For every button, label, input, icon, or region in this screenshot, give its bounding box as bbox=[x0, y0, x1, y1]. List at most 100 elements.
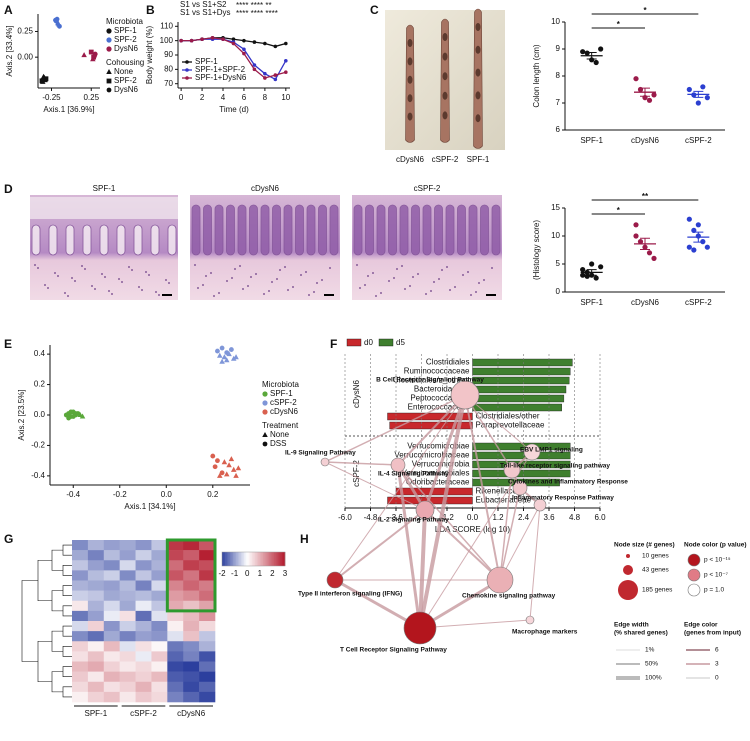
nucleus bbox=[396, 268, 398, 270]
crypt bbox=[306, 204, 316, 256]
x-tick-label: 4 bbox=[221, 93, 226, 102]
heatmap-cell bbox=[119, 560, 136, 571]
colorbar-step bbox=[237, 552, 240, 566]
network-edge bbox=[324, 461, 426, 511]
x-tick-label: -4.8 bbox=[364, 513, 378, 522]
legend-label: SPF-1 bbox=[270, 389, 293, 398]
pellet bbox=[475, 68, 481, 77]
line-point bbox=[242, 38, 246, 43]
dendrogram-branch bbox=[37, 640, 52, 683]
network-node-label: T Cell Receptor Signaling Pathway bbox=[340, 647, 447, 654]
colorbar-tick-label: -1 bbox=[231, 569, 239, 578]
network-edge bbox=[419, 451, 533, 629]
heatmap-cell bbox=[135, 550, 152, 561]
nucleus bbox=[250, 276, 252, 278]
group-label: cSPF-2 bbox=[352, 460, 361, 487]
heatmap-cell bbox=[151, 590, 168, 602]
heatmap-cell bbox=[199, 590, 216, 602]
nucleus bbox=[205, 275, 207, 277]
legend-marker bbox=[262, 409, 268, 415]
panel-letter: G bbox=[4, 532, 13, 546]
colorbar-step bbox=[270, 552, 273, 566]
panel-letter: F bbox=[330, 337, 337, 351]
point bbox=[223, 471, 230, 477]
nucleus bbox=[483, 279, 485, 281]
nucleus bbox=[321, 279, 323, 281]
histology-title: cDysN6 bbox=[251, 184, 280, 193]
point bbox=[589, 261, 595, 267]
heatmap-cell bbox=[183, 550, 200, 561]
colorbar-step bbox=[251, 552, 254, 566]
point bbox=[633, 233, 639, 239]
legend-node-size bbox=[626, 554, 630, 558]
legend-marker bbox=[106, 46, 112, 52]
heatmap-cell bbox=[167, 570, 184, 581]
heatmap-cell bbox=[199, 560, 216, 571]
legend-label: SPF-2 bbox=[114, 76, 137, 85]
legend-marker bbox=[106, 28, 112, 34]
crypt bbox=[283, 204, 293, 256]
dendrogram-branch bbox=[37, 559, 52, 602]
colon bbox=[473, 8, 483, 149]
colorbar-step bbox=[278, 552, 281, 566]
colorbar-step bbox=[240, 552, 243, 566]
heatmap-cell bbox=[167, 681, 184, 693]
crypt bbox=[31, 224, 41, 256]
nucleus bbox=[145, 271, 147, 273]
point bbox=[221, 459, 228, 465]
heatmap-cell bbox=[167, 550, 184, 561]
point bbox=[88, 49, 94, 55]
legend-label: 6 bbox=[715, 647, 719, 654]
legend-label: 10 genes bbox=[642, 553, 669, 560]
error-bar bbox=[693, 231, 704, 243]
error-bar bbox=[693, 90, 704, 98]
heatmap-cell bbox=[167, 631, 184, 642]
colorbar-step bbox=[267, 552, 270, 566]
heatmap-cell bbox=[72, 540, 89, 551]
heatmap-cell bbox=[103, 580, 120, 591]
legend-marker bbox=[106, 87, 112, 93]
legend-node-size bbox=[618, 580, 638, 600]
nucleus bbox=[64, 292, 66, 294]
nucleus bbox=[388, 280, 390, 282]
colorbar-step bbox=[256, 552, 259, 566]
nucleus bbox=[393, 277, 395, 279]
nucleus bbox=[108, 290, 110, 292]
heatmap-cell bbox=[183, 651, 200, 662]
line-point bbox=[284, 41, 288, 46]
x-tick-label: SPF-1 bbox=[580, 136, 603, 145]
nucleus bbox=[430, 290, 432, 292]
nucleus bbox=[111, 293, 113, 295]
crypt bbox=[226, 204, 235, 256]
heatmap-cell bbox=[135, 641, 152, 652]
nucleus bbox=[470, 294, 472, 296]
bar bbox=[472, 385, 567, 394]
network-edge bbox=[334, 509, 426, 581]
dendrogram-branch bbox=[51, 630, 63, 652]
x-axis-label: Axis.1 [34.1%] bbox=[124, 502, 175, 511]
heatmap-cell bbox=[183, 600, 200, 612]
legend-title: Node color (p value) bbox=[684, 542, 746, 549]
network-node-label: EBV LMP1 signaling bbox=[520, 447, 583, 454]
x-tick-label: 2.4 bbox=[518, 513, 530, 522]
x-tick-label: -3.6 bbox=[389, 513, 403, 522]
heatmap-cell bbox=[87, 681, 105, 693]
network-node bbox=[450, 380, 480, 410]
heatmap-cell bbox=[199, 681, 216, 693]
heatmap-cell bbox=[151, 671, 168, 683]
legend-marker bbox=[106, 69, 112, 75]
error-bar bbox=[586, 52, 597, 60]
crypt bbox=[65, 224, 75, 256]
category-label: Clostridiales/other bbox=[476, 412, 540, 421]
heatmap-cell bbox=[183, 580, 200, 591]
colorbar-step bbox=[233, 552, 235, 566]
colorbar-step bbox=[253, 552, 256, 566]
heatmap-cell bbox=[103, 560, 120, 571]
line-point bbox=[252, 40, 257, 44]
nucleus bbox=[417, 273, 419, 275]
legend-label: 3 bbox=[715, 661, 719, 668]
heatmap-cell bbox=[167, 651, 184, 662]
heatmap-cell bbox=[167, 671, 184, 683]
point bbox=[226, 351, 232, 357]
crypt bbox=[116, 224, 126, 256]
